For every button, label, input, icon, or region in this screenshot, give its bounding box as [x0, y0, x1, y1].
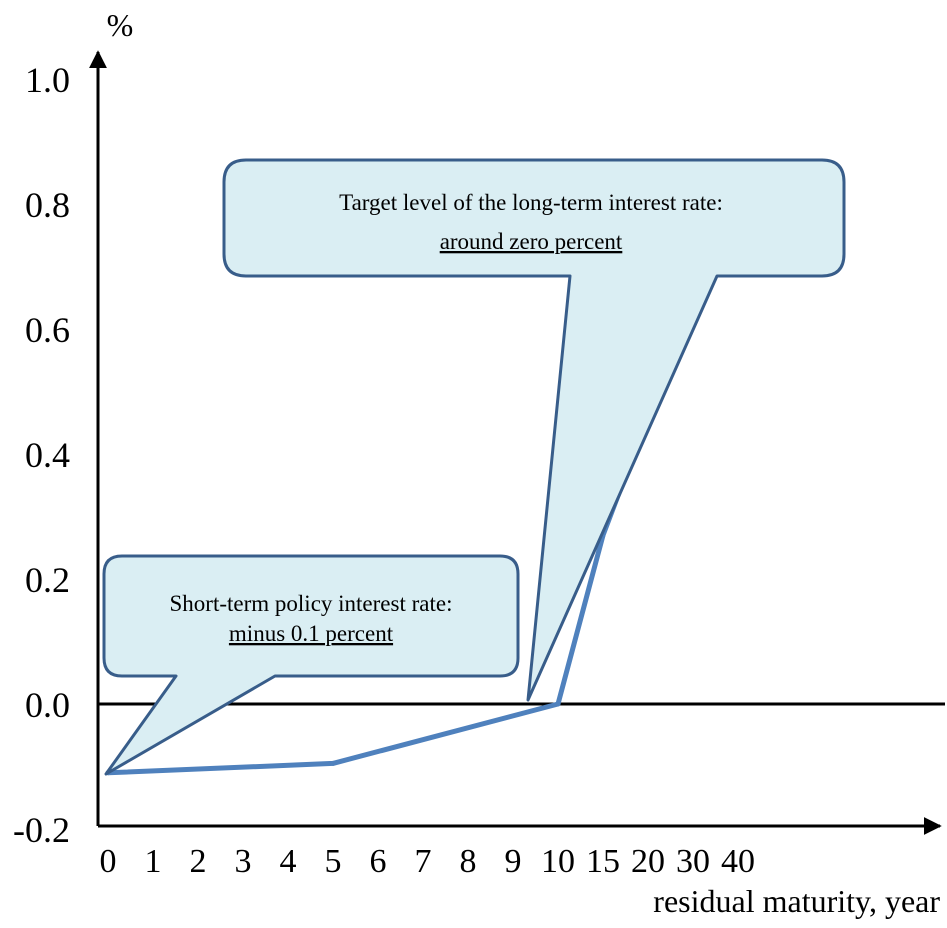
x-tick-label: 0 — [100, 843, 117, 880]
callout-short-term-rate-shape — [102, 554, 520, 776]
axes: % residual maturity, year — [89, 7, 945, 919]
series-point — [330, 760, 336, 766]
callout-long-term-rate-shape — [222, 158, 846, 702]
y-tick-label: 0.4 — [25, 435, 70, 475]
x-tick-label: 8 — [460, 843, 477, 880]
y-axis-label: % — [107, 7, 134, 43]
y-tick-label: 1.0 — [25, 60, 70, 100]
x-tick-label: 40 — [721, 843, 755, 880]
x-tick-label: 2 — [190, 843, 207, 880]
y-tick-label: -0.2 — [13, 810, 70, 850]
x-tick-label: 5 — [325, 843, 342, 880]
callout-short-term-rate-line1: Short-term policy interest rate: — [170, 591, 453, 616]
x-tick-label: 15 — [586, 843, 620, 880]
x-tick-label: 20 — [631, 843, 665, 880]
y-tick-label: 0.8 — [25, 185, 70, 225]
x-tick-label: 7 — [415, 843, 432, 880]
y-tick-label: 0.2 — [25, 560, 70, 600]
x-tick-label: 4 — [280, 843, 297, 880]
series-point — [555, 701, 561, 707]
x-tick-label: 3 — [235, 843, 252, 880]
x-tick-labels: 0 1 2 3 4 5 6 7 8 9 10 15 20 30 40 — [100, 843, 756, 880]
y-tick-labels: 1.0 0.8 0.6 0.4 0.2 0.0 -0.2 — [13, 60, 70, 850]
x-tick-label: 1 — [145, 843, 162, 880]
callout-long-term-rate-line1: Target level of the long-term interest r… — [339, 190, 723, 215]
callout-long-term-rate-line2: around zero percent — [440, 229, 623, 254]
x-tick-label: 6 — [370, 843, 387, 880]
callout-long-term-rate: Target level of the long-term interest r… — [222, 158, 846, 702]
callout-short-term-rate-line2: minus 0.1 percent — [229, 621, 394, 646]
y-tick-label: 0.0 — [25, 685, 70, 725]
x-tick-label: 9 — [505, 843, 522, 880]
x-axis-label: residual maturity, year — [653, 883, 940, 919]
callout-short-term-rate: Short-term policy interest rate: minus 0… — [102, 554, 520, 776]
x-tick-label: 10 — [541, 843, 575, 880]
y-tick-label: 0.6 — [25, 310, 70, 350]
x-tick-label: 30 — [676, 843, 710, 880]
